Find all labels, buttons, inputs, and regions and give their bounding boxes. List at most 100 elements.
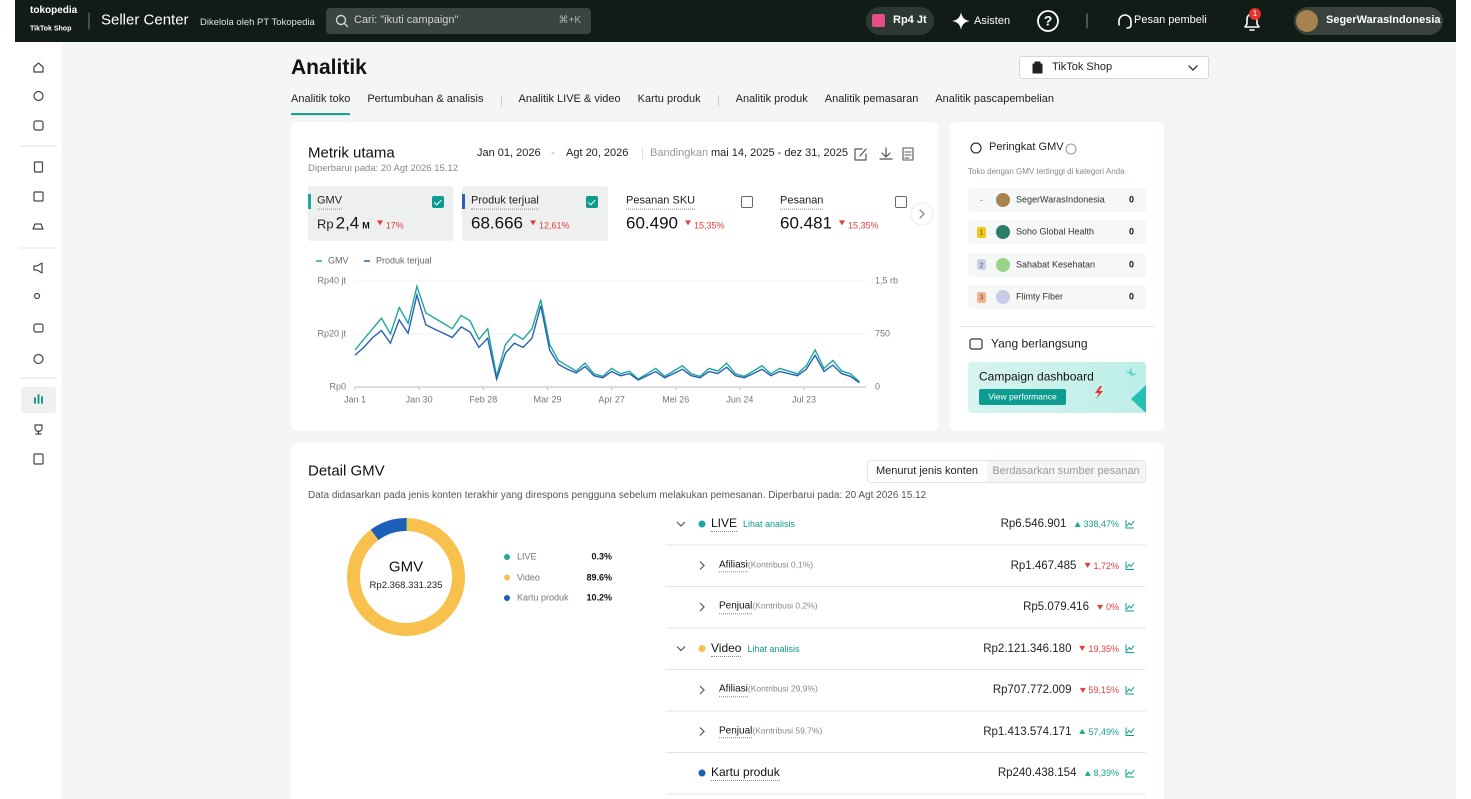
metric-card[interactable] [308,186,453,241]
x-tick-label: Jan 1 [343,394,367,405]
search-placeholder[interactable]: Cari: "ikuti campaign" [354,14,459,27]
row-name[interactable]: Afiliasi [719,559,748,573]
messages-icon[interactable] [1118,14,1132,29]
shop-gmv: 0 [1128,226,1134,237]
row-name[interactable]: Penjual [719,600,753,614]
info-icon[interactable] [1065,143,1077,155]
nav-icon[interactable] [33,292,41,300]
user-pill[interactable] [1294,7,1443,35]
download-icon[interactable] [879,147,893,160]
help[interactable]: ? [1043,12,1053,29]
nav-icon[interactable] [34,424,43,435]
toggle-option[interactable]: Berdasarkan sumber pesanan [992,464,1140,477]
edit-icon[interactable] [854,148,867,161]
row-label: LIVE Lihat analisis [711,516,795,532]
managed-by: Dikelola oleh PT Tokopedia [200,17,315,29]
nav-icon[interactable] [33,120,44,131]
shop-avatar [996,225,1010,240]
checkbox[interactable] [432,196,444,208]
y-tick-label: Rp0 [329,381,346,392]
checkbox[interactable] [741,196,753,208]
nav-icon[interactable] [33,191,44,202]
nav-icon[interactable] [33,90,44,102]
next-button[interactable] [910,202,934,226]
tab[interactable]: Analitik LIVE & video [518,93,621,106]
y2-tick-label: 1,5 rb [875,275,899,286]
tab[interactable]: Analitik pascapembelian [935,93,1054,106]
metric-value: 68.666 [471,213,523,233]
user-name[interactable]: SegerWarasIndonesia [1326,14,1441,27]
ranking-subtitle: Toko dengan GMV tertinggi di kategori An… [968,167,1125,176]
shop-select-label[interactable]: TikTok Shop [1052,61,1113,74]
checkbox[interactable] [895,196,907,208]
banner-decoration [1095,386,1103,399]
row-name[interactable]: Kartu produk [711,765,780,781]
row-name[interactable]: Video [711,640,742,657]
gmv-change: 57,49% [1088,726,1119,737]
x-tick-label: Mar 29 [533,394,562,405]
compare-range[interactable]: mai 14, 2025 - dez 31, 2025 [711,147,848,160]
toggle-active[interactable] [868,461,987,482]
help-icon[interactable] [1037,10,1059,32]
row-link[interactable]: Lihat analisis [743,519,796,529]
nav-icon[interactable] [32,223,44,230]
trend-arrow [1074,521,1081,527]
balance[interactable]: Rp4 Jt [893,14,927,27]
shop-avatar [996,290,1010,305]
trend-arrow [1079,646,1086,651]
gmv-change: 59,15% [1088,684,1119,695]
ranking-title: Peringkat GMV [989,141,1064,154]
home-icon[interactable] [33,62,44,73]
tab[interactable]: Analitik toko [291,87,351,115]
divider [642,148,643,160]
nav-icon[interactable] [33,262,43,274]
tab[interactable]: Kartu produk [637,93,701,106]
x-tick-label: Feb 28 [469,394,498,405]
shop-name: Flimty Fiber [1016,291,1063,302]
row-name[interactable]: LIVE [711,516,738,532]
rank: 1 [979,227,984,237]
x-tick-label: Jul 23 [792,394,817,405]
toggle-option[interactable]: Menurut jenis konten [875,464,979,477]
nav-icon[interactable] [33,323,44,333]
nav-icon[interactable] [33,353,44,365]
assistant[interactable]: Asisten [974,15,1011,28]
report-icon[interactable] [902,147,914,161]
search-box[interactable] [326,8,591,34]
trend-arrow [1079,729,1086,734]
nav-icon[interactable] [33,453,44,465]
metric-currency: Rp [317,216,334,232]
tab[interactable]: Analitik produk [735,93,808,106]
tab[interactable]: Pertumbuhan & analisis [367,93,484,106]
checkbox[interactable] [586,196,598,208]
metric-card[interactable] [462,186,608,241]
trend-arrow [839,220,845,226]
logo: tokopedia [30,4,78,16]
row-label: Penjual (Kontribusi 59,7%) [719,725,822,739]
x-tick-label: Jan 30 [405,394,433,405]
rank: - [980,195,983,205]
nav-icon[interactable] [33,161,44,173]
chevron [919,209,925,219]
date-start[interactable]: Jan 01, 2026 [477,147,541,160]
rank-badge [977,259,986,271]
date-end[interactable]: Agt 20, 2026 [566,147,629,160]
row-name[interactable]: Afiliasi [719,683,748,697]
view-performance-button[interactable] [979,389,1066,405]
gmv-value: Rp707.772.009 [992,683,1072,696]
sidebar-icons [20,62,57,465]
shop-select[interactable] [1019,56,1209,79]
shop-avatar [996,257,1010,272]
row-label: Afiliasi (Kontribusi 0,1%) [719,559,813,573]
tab[interactable]: Analitik pemasaran [824,93,919,106]
banner-button-label[interactable]: View performance [988,391,1057,402]
assistant-icon[interactable] [952,12,970,30]
row-name[interactable]: Penjual [719,725,753,739]
messages[interactable]: Pesan pembeli [1134,14,1207,27]
row-link[interactable]: Lihat analisis [747,643,800,654]
analytics-icon[interactable] [34,394,43,404]
metric-value: 60.490 [626,213,678,233]
user-avatar[interactable] [1296,10,1318,32]
shop-avatar [996,193,1010,207]
